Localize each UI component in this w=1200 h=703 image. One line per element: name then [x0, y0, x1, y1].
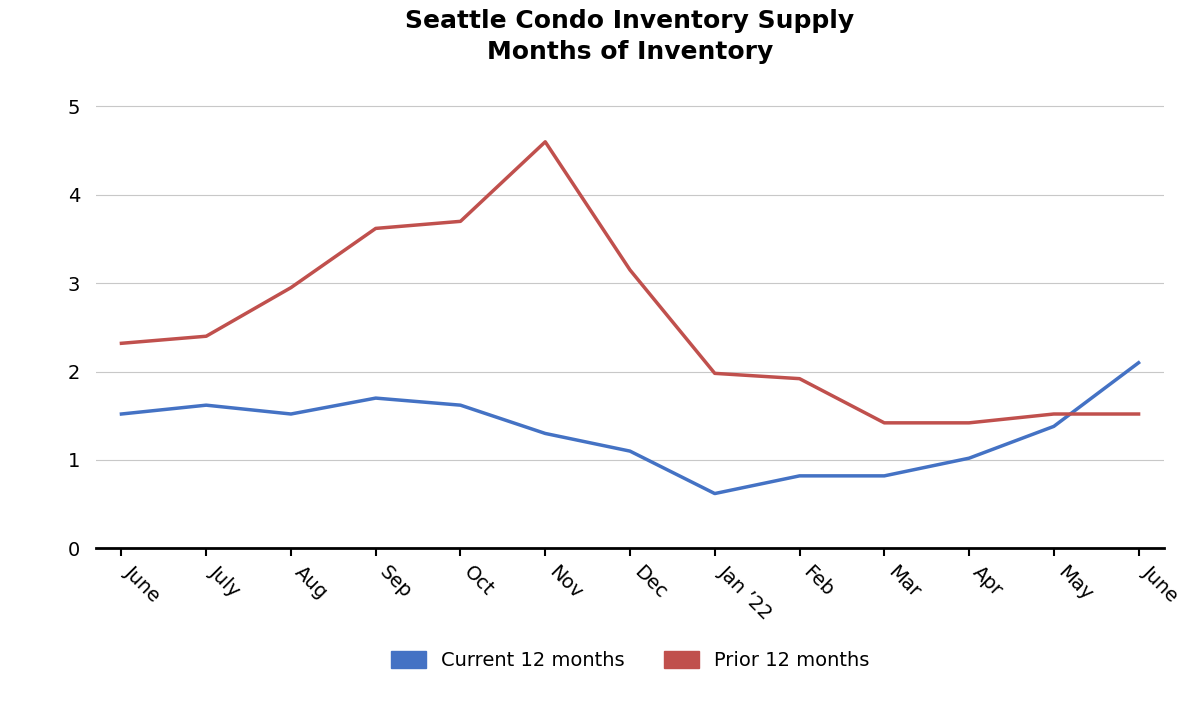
- Current 12 months: [114, 410, 128, 418]
- Title: Seattle Condo Inventory Supply
Months of Inventory: Seattle Condo Inventory Supply Months of…: [406, 8, 854, 65]
- Legend: Current 12 months, Prior 12 months: Current 12 months, Prior 12 months: [390, 651, 870, 670]
- Current 12 months: [283, 410, 298, 418]
- Current 12 months: [708, 489, 722, 498]
- Prior 12 months: [368, 224, 383, 233]
- Line: Prior 12 months: Prior 12 months: [121, 142, 1139, 423]
- Line: Current 12 months: Current 12 months: [121, 363, 1139, 494]
- Prior 12 months: [623, 266, 637, 274]
- Prior 12 months: [708, 369, 722, 378]
- Prior 12 months: [1046, 410, 1061, 418]
- Prior 12 months: [1132, 410, 1146, 418]
- Current 12 months: [962, 454, 977, 463]
- Current 12 months: [1132, 359, 1146, 367]
- Prior 12 months: [283, 283, 298, 292]
- Current 12 months: [1046, 423, 1061, 431]
- Prior 12 months: [792, 375, 806, 383]
- Current 12 months: [454, 401, 468, 409]
- Prior 12 months: [199, 332, 214, 340]
- Current 12 months: [538, 430, 552, 438]
- Current 12 months: [792, 472, 806, 480]
- Prior 12 months: [538, 138, 552, 146]
- Prior 12 months: [962, 418, 977, 427]
- Current 12 months: [199, 401, 214, 409]
- Prior 12 months: [877, 418, 892, 427]
- Prior 12 months: [114, 339, 128, 347]
- Current 12 months: [877, 472, 892, 480]
- Current 12 months: [368, 394, 383, 402]
- Current 12 months: [623, 447, 637, 456]
- Prior 12 months: [454, 217, 468, 226]
